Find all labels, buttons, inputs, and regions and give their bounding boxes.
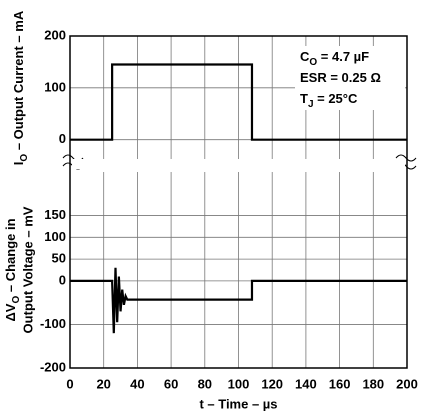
y-tick-label: 150 [44, 207, 66, 222]
label-main: ΔV [3, 303, 18, 321]
y-tick-label: 200 [44, 27, 66, 42]
x-tick-label: 120 [261, 376, 283, 391]
x-tick-label: 100 [228, 376, 250, 391]
plot-frame [69, 35, 408, 369]
annotation: TJ = 25°C [300, 91, 358, 109]
annotation-rest: = 25°C [314, 91, 358, 106]
axis-break-gap [72, 159, 405, 169]
annotation-main: T [300, 91, 308, 106]
labels: 0 100 200 -200 -100 0 50 100 150 0 20 40 60 80 100 120 1… [3, 10, 417, 411]
y-axis-label: IO – Output Current – mA [11, 10, 29, 165]
label-rest: – Output Current – mA [11, 10, 26, 154]
annotation-rest: = 4.7 µF [317, 49, 369, 64]
y-tick-label: 50 [52, 251, 66, 266]
marks [70, 63, 407, 334]
x-tick-label: 180 [362, 376, 384, 391]
annotation-main: C [300, 49, 310, 64]
x-tick-label: 140 [295, 376, 317, 391]
y-tick-label: 0 [59, 272, 66, 287]
y-axis-label: Output Voltage – mV [20, 206, 35, 333]
annotation: ESR = 0.25 Ω [300, 70, 381, 85]
annotation-sub: O [309, 57, 317, 68]
annotation: CO = 4.7 µF [300, 49, 369, 67]
x-axis-label: t – Time – µs [199, 396, 277, 411]
data-line [70, 267, 407, 334]
label-rest: – Change in [3, 218, 18, 295]
y-tick-label: -100 [40, 316, 66, 331]
x-tick-label: 40 [130, 376, 144, 391]
annotation-sub: J [308, 99, 314, 110]
y-axis-label: ΔVO – Change in [3, 218, 21, 321]
y-tick-label: 0 [59, 131, 66, 146]
x-tick-label: 60 [164, 376, 178, 391]
label-sub: O [11, 296, 22, 304]
x-tick-label: 20 [96, 376, 110, 391]
x-tick-label: 0 [66, 376, 73, 391]
x-tick-label: 160 [329, 376, 351, 391]
label-sub: O [19, 154, 30, 162]
label-main: I [11, 162, 26, 166]
annotation-main: ESR = 0.25 Ω [300, 70, 381, 85]
annotation-box [295, 46, 405, 110]
x-tick-label: 80 [198, 376, 212, 391]
y-tick-label: 100 [44, 79, 66, 94]
x-tick-label: 200 [396, 376, 418, 391]
y-tick-label: 100 [44, 229, 66, 244]
data-line [70, 63, 407, 141]
y-tick-label: -200 [40, 359, 66, 374]
